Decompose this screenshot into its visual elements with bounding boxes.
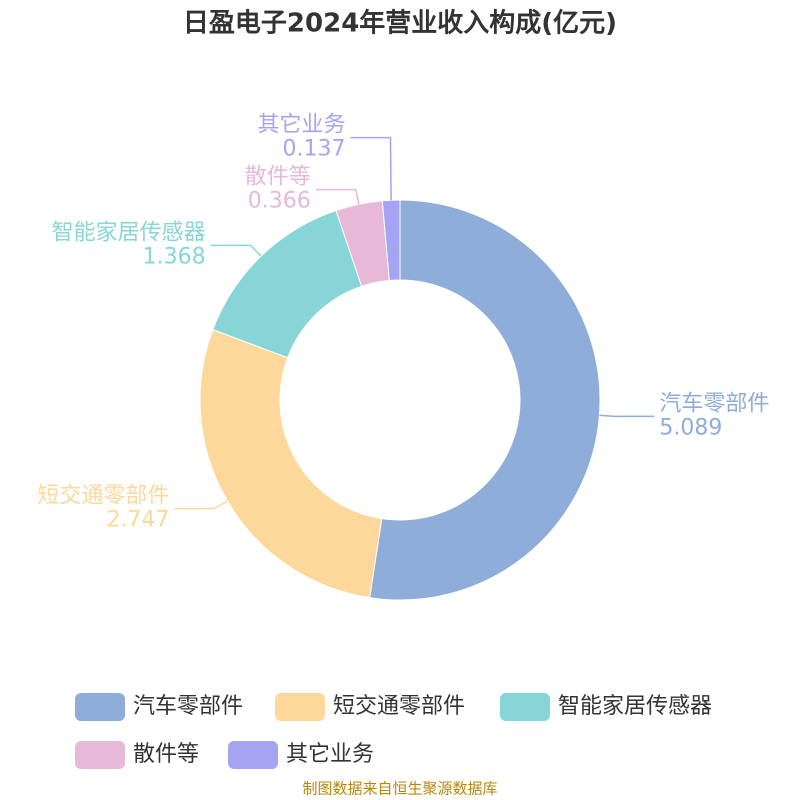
slice-label: 短交通零部件 bbox=[37, 484, 169, 509]
slice-value: 5.089 bbox=[659, 415, 722, 440]
legend-label: 散件等 bbox=[133, 742, 199, 767]
leader-line bbox=[315, 188, 360, 205]
slice-label: 散件等 bbox=[245, 165, 311, 190]
slice-value: 0.137 bbox=[282, 137, 345, 162]
legend-label: 其它业务 bbox=[286, 742, 374, 767]
slice-label: 汽车零部件 bbox=[659, 391, 769, 416]
slice-label: 智能家居传感器 bbox=[52, 220, 206, 245]
leader-line bbox=[599, 414, 655, 418]
legend-label: 智能家居传感器 bbox=[558, 694, 712, 719]
slice-value: 2.747 bbox=[106, 508, 169, 533]
slice-value: 1.368 bbox=[143, 244, 206, 269]
chart-title: 日盈电子2024年营业收入构成(亿元) bbox=[183, 8, 617, 39]
legend-swatch bbox=[228, 741, 278, 769]
donut-slice bbox=[369, 199, 601, 601]
leader-line bbox=[350, 136, 392, 201]
legend-swatch bbox=[75, 693, 125, 721]
leader-line bbox=[174, 500, 228, 510]
leader-line bbox=[210, 244, 262, 257]
legend-swatch bbox=[500, 693, 550, 721]
legend-swatch bbox=[75, 741, 125, 769]
slice-value: 0.366 bbox=[248, 189, 311, 214]
donut-slice bbox=[381, 199, 401, 282]
legend-label: 汽车零部件 bbox=[133, 694, 243, 719]
donut-slice bbox=[199, 328, 383, 599]
legend-label: 短交通零部件 bbox=[333, 694, 465, 719]
legend-swatch bbox=[275, 693, 325, 721]
donut-slice bbox=[212, 209, 363, 359]
slice-label: 其它业务 bbox=[257, 113, 345, 138]
source-note: 制图数据来自恒生聚源数据库 bbox=[302, 780, 497, 798]
